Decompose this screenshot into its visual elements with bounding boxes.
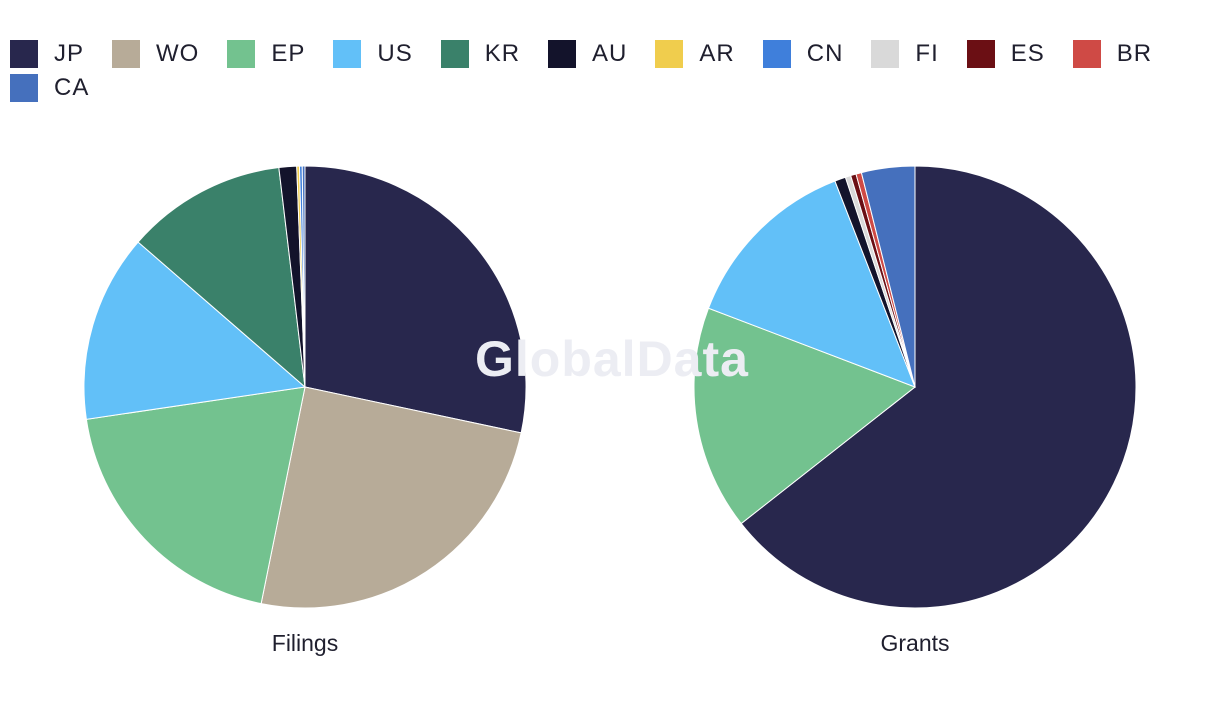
legend-swatch — [762, 40, 791, 68]
legend-swatch — [966, 40, 995, 68]
filings-pie — [83, 165, 527, 609]
legend-swatch — [655, 40, 684, 68]
pie-slice-ep[interactable] — [693, 307, 917, 525]
legend-item-au[interactable]: AU — [548, 40, 627, 68]
pie-slice-wo[interactable] — [260, 386, 522, 609]
legend-swatch — [871, 40, 900, 68]
legend-label: AU — [592, 40, 628, 67]
legend-item-us[interactable]: US — [333, 40, 412, 68]
pie-slice-us[interactable] — [83, 241, 307, 420]
legend-item-es[interactable]: ES — [966, 40, 1045, 68]
legend-label: BR — [1116, 40, 1153, 67]
legend-item-ca[interactable]: CA — [10, 74, 89, 102]
legend-swatch — [227, 40, 256, 68]
legend-swatch — [10, 40, 38, 68]
legend-swatch — [1072, 40, 1101, 68]
legend-label: JP — [54, 40, 85, 67]
legend-label: AR — [699, 40, 735, 67]
legend-swatch — [112, 40, 141, 68]
legend-swatch — [10, 74, 38, 102]
pie-slice-ca[interactable] — [860, 165, 916, 388]
legend-item-ar[interactable]: AR — [655, 40, 734, 68]
pie-slice-jp[interactable] — [740, 165, 1137, 609]
legend-item-cn[interactable]: CN — [762, 40, 844, 68]
pie-slice-kr[interactable] — [137, 166, 306, 389]
legend-swatch — [548, 40, 577, 68]
pie-slice-ca[interactable] — [301, 165, 306, 388]
legend-item-wo[interactable]: WO — [112, 40, 199, 68]
legend-label: ES — [1010, 40, 1045, 67]
legend-swatch — [440, 40, 469, 68]
legend-label: CA — [54, 74, 90, 101]
legend-label: EP — [271, 40, 306, 67]
filings-chart-title: Filings — [272, 630, 338, 656]
legend-item-jp[interactable]: JP — [10, 40, 84, 68]
pie-slice-us[interactable] — [707, 180, 916, 388]
legend-swatch — [333, 40, 362, 68]
legend-label: US — [377, 40, 413, 67]
legend-label: KR — [484, 40, 521, 67]
pie-slice-ep[interactable] — [85, 386, 306, 605]
pie-slice-jp[interactable] — [304, 165, 527, 434]
legend-label: CN — [806, 40, 844, 67]
legend-label: WO — [156, 40, 200, 67]
legend-item-kr[interactable]: KR — [440, 40, 521, 68]
legend-item-br[interactable]: BR — [1072, 40, 1153, 68]
legend-item-fi[interactable]: FI — [871, 40, 938, 68]
legend: JP WO EP US KR AU AR CN FI ES BR CA — [10, 40, 1215, 102]
legend-item-ep[interactable]: EP — [227, 40, 305, 68]
grants-chart-title: Grants — [880, 630, 949, 656]
grants-pie — [693, 165, 1137, 609]
legend-label: FI — [915, 40, 939, 67]
